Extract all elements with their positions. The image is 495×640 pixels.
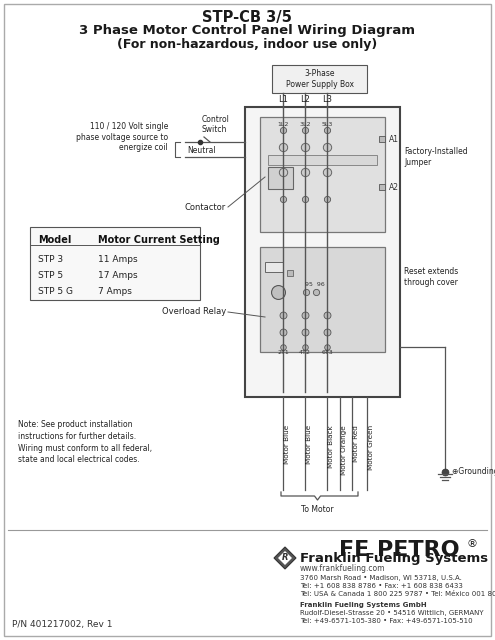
Bar xyxy=(30,227,200,300)
Text: A1: A1 xyxy=(389,134,399,143)
Text: L1: L1 xyxy=(278,95,288,104)
Text: Contactor: Contactor xyxy=(185,202,226,211)
Text: 3L2: 3L2 xyxy=(299,122,311,127)
Text: Control
Switch: Control Switch xyxy=(202,115,230,134)
Text: STP 5: STP 5 xyxy=(38,271,63,280)
Text: 6T3: 6T3 xyxy=(321,350,333,355)
Text: Motor Red: Motor Red xyxy=(353,425,359,462)
Text: 4T2: 4T2 xyxy=(299,350,311,355)
Text: 110 / 120 Volt single
phase voltage source to
energize coil: 110 / 120 Volt single phase voltage sour… xyxy=(76,122,168,152)
Bar xyxy=(260,117,385,232)
Text: Factory-Installed
Jumper: Factory-Installed Jumper xyxy=(404,147,468,166)
Text: STP 5 G: STP 5 G xyxy=(38,287,73,296)
Text: 3 Phase Motor Control Panel Wiring Diagram: 3 Phase Motor Control Panel Wiring Diagr… xyxy=(79,24,415,37)
Text: Reset extends
through cover: Reset extends through cover xyxy=(404,268,458,287)
Text: P/N 401217002, Rev 1: P/N 401217002, Rev 1 xyxy=(12,620,112,629)
Text: Franklin Fueling Systems: Franklin Fueling Systems xyxy=(300,552,488,565)
Text: Motor Green: Motor Green xyxy=(368,425,374,470)
Text: A2: A2 xyxy=(389,182,399,191)
Text: 5L3: 5L3 xyxy=(321,122,333,127)
Text: ⊕Grounding Screw at STP: ⊕Grounding Screw at STP xyxy=(452,467,495,477)
Bar xyxy=(268,155,377,165)
Text: 3-Phase
Power Supply Box: 3-Phase Power Supply Box xyxy=(286,69,353,89)
Text: Tel: USA & Canada 1 800 225 9787 • Tel: México 001 800 738 7610: Tel: USA & Canada 1 800 225 9787 • Tel: … xyxy=(300,591,495,597)
Text: R: R xyxy=(282,554,288,563)
Text: 11 Amps: 11 Amps xyxy=(98,255,138,264)
Text: 7 Amps: 7 Amps xyxy=(98,287,132,296)
Text: To Motor: To Motor xyxy=(301,505,334,514)
Text: STP 3: STP 3 xyxy=(38,255,63,264)
Bar xyxy=(265,262,283,272)
Text: Overload Relay: Overload Relay xyxy=(162,307,226,317)
Text: Tel: +49-6571-105-380 • Fax: +49-6571-105-510: Tel: +49-6571-105-380 • Fax: +49-6571-10… xyxy=(300,618,473,624)
Text: Motor Black: Motor Black xyxy=(328,425,334,468)
Text: 17 Amps: 17 Amps xyxy=(98,271,138,280)
Text: (For non-hazardous, indoor use only): (For non-hazardous, indoor use only) xyxy=(117,38,377,51)
Text: 3760 Marsh Road • Madison, WI 53718, U.S.A.: 3760 Marsh Road • Madison, WI 53718, U.S… xyxy=(300,575,462,581)
Text: Tel: +1 608 838 8786 • Fax: +1 608 838 6433: Tel: +1 608 838 8786 • Fax: +1 608 838 6… xyxy=(300,583,463,589)
Bar xyxy=(272,65,367,93)
Bar xyxy=(260,247,385,352)
Bar xyxy=(268,167,293,189)
Text: Motor Blue: Motor Blue xyxy=(284,425,290,464)
Text: Franklin Fueling Systems GmbH: Franklin Fueling Systems GmbH xyxy=(300,602,427,608)
Text: ®: ® xyxy=(466,539,477,549)
Text: Note: See product installation
instructions for further details.
Wiring must con: Note: See product installation instructi… xyxy=(18,420,152,465)
Text: 2T1: 2T1 xyxy=(277,350,289,355)
Text: Model: Model xyxy=(38,235,71,245)
Text: 1L2: 1L2 xyxy=(277,122,289,127)
Text: www.frankfueling.com: www.frankfueling.com xyxy=(300,564,386,573)
Text: FE PETRO: FE PETRO xyxy=(340,540,460,560)
Polygon shape xyxy=(278,551,292,565)
Text: STP-CB 3/5: STP-CB 3/5 xyxy=(202,10,292,25)
Text: L3: L3 xyxy=(322,95,332,104)
Text: 95  96: 95 96 xyxy=(305,282,325,287)
Polygon shape xyxy=(274,547,296,569)
Text: L2: L2 xyxy=(300,95,310,104)
Text: Neutral: Neutral xyxy=(187,146,216,155)
Bar xyxy=(245,107,400,397)
Text: Motor Blue: Motor Blue xyxy=(306,425,312,464)
Text: Motor Current Setting: Motor Current Setting xyxy=(98,235,220,245)
Text: Motor Orange: Motor Orange xyxy=(341,425,347,475)
Text: Rudolf-Diesel-Strasse 20 • 54516 Wittlich, GERMANY: Rudolf-Diesel-Strasse 20 • 54516 Wittlic… xyxy=(300,610,484,616)
